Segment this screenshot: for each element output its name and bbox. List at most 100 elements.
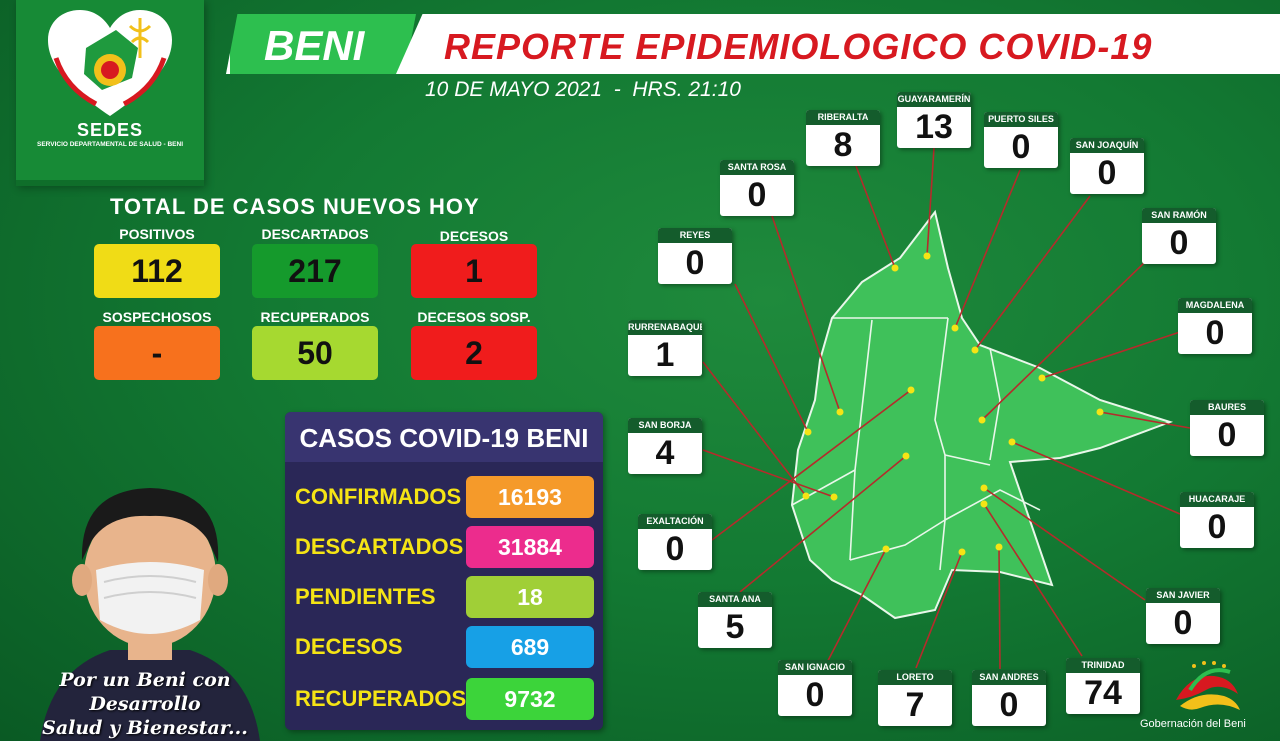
municipality-santa-ana: SANTA ANA 5 — [698, 592, 772, 648]
today-value-recuperados: 50 — [252, 326, 378, 380]
municipality-name: SAN IGNACIO — [778, 660, 852, 675]
municipality-name: SAN JAVIER — [1146, 588, 1220, 603]
municipality-value: 8 — [833, 126, 853, 164]
municipality-value: 0 — [747, 176, 767, 214]
municipality-guayaramerin: GUAYARAMERÍN 13 — [897, 92, 971, 148]
sedes-brand: SEDES — [76, 120, 144, 140]
today-value-decesos: 1 — [411, 244, 537, 298]
today-label-decesos-sosp: DECESOS SOSP. — [417, 309, 531, 325]
municipality-name: BAURES — [1190, 400, 1264, 415]
gobernacion-logo-icon — [1176, 661, 1240, 710]
municipality-value: 0 — [1097, 154, 1117, 192]
report-date: 10 DE MAYO 2021 - HRS. 21:10 — [425, 78, 741, 101]
municipality-value: 5 — [725, 608, 745, 646]
municipality-puerto-siles: PUERTO SILES 0 — [984, 112, 1058, 168]
slogan-line-2: Salud y Bienestar... — [42, 717, 248, 739]
municipality-value: 0 — [685, 244, 705, 282]
today-value-positivos: 112 — [94, 244, 220, 298]
municipality-loreto: LORETO 7 — [878, 670, 952, 726]
cumulative-label-decesos: DECESOS — [295, 634, 403, 659]
cumulative-value-descartados: 31884 — [466, 526, 594, 568]
department-shape — [790, 209, 1174, 620]
municipality-san-borja: SAN BORJA 4 — [628, 418, 702, 474]
today-value-descartados: 217 — [252, 244, 378, 298]
municipality-san-andres: SAN ANDRES 0 — [972, 670, 1046, 726]
cumulative-title: CASOS COVID-19 BENI — [285, 412, 603, 462]
municipality-magdalena: MAGDALENA 0 — [1178, 298, 1252, 354]
sedes-logo-panel: SEDES SERVICIO DEPARTAMENTAL DE SALUD - … — [16, 0, 204, 186]
sedes-heart-icon — [48, 10, 172, 116]
municipality-huacaraje: HUACARAJE 0 — [1180, 492, 1254, 548]
municipality-name: LORETO — [878, 670, 952, 685]
municipality-value: 4 — [655, 434, 675, 472]
municipality-name: RURRENABAQUE — [628, 320, 702, 335]
cumulative-panel: CASOS COVID-19 BENI CONFIRMADOS 16193 DE… — [285, 412, 603, 730]
header-title-banner: REPORTE EPIDEMIOLOGICO COVID-19 — [396, 14, 1280, 74]
today-label-sospechosos: SOSPECHOSOS — [102, 309, 212, 325]
cumulative-value-pendientes: 18 — [466, 576, 594, 618]
municipality-name: SAN RAMÓN — [1142, 208, 1216, 223]
cumulative-label-recuperados: RECUPERADOS — [295, 686, 467, 711]
today-value-sospechosos: - — [94, 326, 220, 380]
header-region-banner: BENI — [226, 14, 416, 74]
location-dots — [802, 252, 1104, 556]
municipality-value: 0 — [999, 686, 1019, 724]
today-label-positivos: POSITIVOS — [119, 226, 195, 242]
municipality-value: 0 — [805, 676, 825, 714]
municipality-value: 7 — [905, 686, 925, 724]
municipality-name: MAGDALENA — [1178, 298, 1252, 313]
municipality-name: SANTA ROSA — [720, 160, 794, 175]
municipality-san-javier: SAN JAVIER 0 — [1146, 588, 1220, 644]
municipality-value: 0 — [1205, 314, 1225, 352]
municipality-name: SAN JOAQUÍN — [1070, 138, 1144, 153]
cumulative-value-decesos: 689 — [466, 626, 594, 668]
municipality-san-ramon: SAN RAMÓN 0 — [1142, 208, 1216, 264]
gobernacion-name: Gobernación del Beni — [1140, 718, 1246, 730]
municipality-name: SAN ANDRES — [972, 670, 1046, 685]
cumulative-label-descartados: DESCARTADOS — [295, 534, 464, 559]
municipality-value: 0 — [1217, 416, 1237, 454]
municipality-name: SANTA ANA — [698, 592, 772, 607]
province-borders — [791, 317, 1041, 571]
sedes-subtitle: SERVICIO DEPARTAMENTAL DE SALUD - BENI — [36, 141, 184, 148]
municipality-name: EXALTACIÓN — [638, 514, 712, 529]
municipality-value: 1 — [655, 336, 675, 374]
municipality-name: HUACARAJE — [1180, 492, 1254, 507]
header-region: BENI — [264, 22, 365, 69]
municipality-value: 0 — [1207, 508, 1227, 546]
today-label-descartados: DESCARTADOS — [261, 226, 369, 242]
cumulative-value-confirmados: 16193 — [466, 476, 594, 518]
municipality-value: 0 — [1011, 128, 1031, 166]
municipality-rurrenabaque: RURRENABAQUE 1 — [628, 320, 702, 376]
today-value-decesos-sosp: 2 — [411, 326, 537, 380]
municipality-value: 0 — [1169, 224, 1189, 262]
cumulative-label-confirmados: CONFIRMADOS — [295, 484, 462, 509]
slogan-line-1: Por un Beni con Desarrollo — [59, 669, 231, 715]
municipality-baures: BAURES 0 — [1190, 400, 1264, 456]
municipality-name: GUAYARAMERÍN — [897, 92, 971, 107]
slogan: Por un Beni con Desarrollo Salud y Biene… — [10, 668, 280, 740]
header-title: REPORTE EPIDEMIOLOGICO COVID-19 — [444, 26, 1153, 67]
municipality-value: 0 — [665, 530, 685, 568]
cumulative-value-recuperados: 9732 — [466, 678, 594, 720]
municipality-trinidad: TRINIDAD 74 — [1066, 658, 1140, 714]
beni-map — [702, 147, 1191, 677]
leader-lines — [702, 147, 1191, 677]
masked-person-illustration — [40, 488, 260, 741]
cumulative-label-pendientes: PENDIENTES — [295, 584, 436, 609]
municipality-value: 0 — [1173, 604, 1193, 642]
municipality-santa-rosa: SANTA ROSA 0 — [720, 160, 794, 216]
municipality-name: REYES — [658, 228, 732, 243]
municipality-name: RIBERALTA — [806, 110, 880, 125]
today-label-decesos: DECESOS — [439, 228, 509, 244]
municipality-riberalta: RIBERALTA 8 — [806, 110, 880, 166]
municipality-exaltacion: EXALTACIÓN 0 — [638, 514, 712, 570]
municipality-name: SAN BORJA — [628, 418, 702, 433]
municipality-reyes: REYES 0 — [658, 228, 732, 284]
municipality-name: PUERTO SILES — [984, 112, 1058, 127]
today-title: TOTAL DE CASOS NUEVOS HOY — [110, 194, 480, 219]
municipality-san-ignacio: SAN IGNACIO 0 — [778, 660, 852, 716]
today-label-recuperados: RECUPERADOS — [260, 309, 370, 325]
municipality-value: 74 — [1084, 674, 1122, 712]
municipality-value: 13 — [915, 108, 953, 146]
